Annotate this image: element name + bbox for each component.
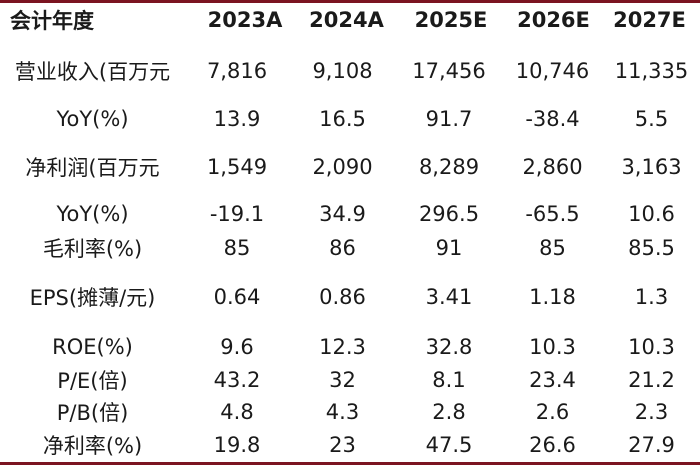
table-cell: 32 (329, 368, 356, 392)
table-cell: 4.8 (220, 399, 254, 424)
table-cell: 2,860 (522, 155, 583, 179)
table-cell: 17,456 (412, 59, 486, 83)
row-label: YoY(%) (56, 107, 129, 131)
header-cell-2025e: 2025E (414, 7, 488, 32)
table-row-pb: P/B(倍) 4.8 4.3 2.8 2.6 2.3 (0, 396, 700, 427)
table-row-gross-margin: 毛利率(%) 85 86 91 85 85.5 (0, 232, 700, 264)
header-cell-2024a: 2024A (309, 7, 384, 32)
table-cell: 0.86 (319, 285, 366, 309)
table-cell: 27.9 (628, 433, 675, 457)
table-cell: 21.2 (628, 368, 675, 392)
header-cell-2023a: 2023A (207, 7, 283, 32)
row-label: P/B(倍) (56, 400, 129, 425)
table-cell: 91 (435, 236, 463, 260)
table-cell: 1.18 (529, 285, 576, 309)
table-cell: 3.41 (425, 285, 473, 309)
table-cell: -65.5 (525, 202, 580, 226)
table-cell: 1,549 (206, 155, 268, 179)
table-row-pe: P/E(倍) 43.2 32 8.1 23.4 21.2 (0, 365, 700, 395)
table-cell: 85 (539, 236, 566, 260)
table-cell: 9.6 (220, 335, 254, 359)
table-row-revenue-yoy: YoY(%) 13.9 16.5 91.7 -38.4 5.5 (0, 100, 700, 138)
header-cell-year-label: 会计年度 (10, 8, 94, 33)
table-cell: 11,335 (614, 59, 689, 83)
table-row-net-profit: 净利润(百万元 1,549 2,090 8,289 2,860 3,163 (0, 148, 700, 186)
table-cell: 12.3 (319, 335, 366, 359)
table-top-rule (0, 0, 700, 3)
row-label: 净利润(百万元 (25, 156, 160, 180)
table-cell: 10.3 (529, 335, 576, 359)
header-cell-2027e: 2027E (613, 7, 686, 32)
table-cell: 8,289 (418, 155, 480, 179)
table-cell: 13.9 (213, 107, 261, 131)
table-cell: 1.3 (634, 285, 669, 309)
table-cell: 34.9 (319, 202, 366, 226)
table-cell: 10.6 (628, 202, 675, 226)
row-label: YoY(%) (56, 202, 129, 226)
table-cell: 0.64 (213, 285, 261, 309)
table-cell: 2.8 (432, 399, 466, 424)
table-cell: 7,816 (206, 59, 268, 83)
table-cell: 9,108 (312, 59, 373, 83)
table-cell: 2.6 (535, 399, 570, 424)
row-label: P/E(倍) (57, 369, 128, 393)
header-cell-2026e: 2026E (517, 7, 590, 32)
row-label: 营业收入(百万元 (14, 60, 171, 84)
table-row-roe: ROE(%) 9.6 12.3 32.8 10.3 10.3 (0, 329, 700, 365)
table-cell: 10.3 (628, 335, 675, 359)
row-label: 毛利率(%) (42, 237, 143, 261)
table-cell: 296.5 (418, 202, 480, 226)
table-cell: -19.1 (209, 202, 265, 226)
table-cell: 2.3 (634, 399, 669, 424)
table-bottom-rule (0, 462, 700, 465)
table-cell: 4.3 (325, 399, 360, 424)
table-row-net-margin: 净利率(%) 19.8 23 47.5 26.6 27.9 (0, 428, 700, 462)
table-cell: 19.8 (213, 433, 261, 457)
row-label: ROE(%) (52, 335, 133, 359)
table-cell: 85.5 (628, 236, 675, 260)
row-label: EPS(摊薄/元) (29, 286, 156, 310)
table-row-eps: EPS(摊薄/元) 0.64 0.86 3.41 1.18 1.3 (0, 278, 700, 316)
table-row-revenue: 营业收入(百万元 7,816 9,108 17,456 10,746 11,33… (0, 52, 700, 90)
row-label: 净利率(%) (42, 434, 143, 458)
table-cell: 10,746 (515, 59, 590, 83)
table-row-net-profit-yoy: YoY(%) -19.1 34.9 296.5 -65.5 10.6 (0, 196, 700, 232)
table-cell: -38.4 (525, 107, 580, 131)
table-cell: 8.1 (432, 368, 466, 392)
table-cell: 43.2 (213, 368, 261, 392)
table-cell: 85 (223, 236, 251, 260)
table-cell: 23.4 (529, 368, 576, 392)
table-cell: 16.5 (319, 107, 366, 131)
table-header-row: 会计年度 2023A 2024A 2025E 2026E 2027E (0, 3, 700, 36)
table-cell: 3,163 (621, 155, 682, 179)
table-cell: 91.7 (425, 107, 473, 131)
table-cell: 2,090 (312, 155, 373, 179)
table-cell: 86 (329, 236, 356, 260)
table-cell: 26.6 (529, 433, 576, 457)
table-cell: 5.5 (634, 107, 669, 131)
table-cell: 47.5 (425, 433, 473, 457)
table-cell: 32.8 (425, 335, 473, 359)
table-cell: 23 (329, 433, 356, 457)
